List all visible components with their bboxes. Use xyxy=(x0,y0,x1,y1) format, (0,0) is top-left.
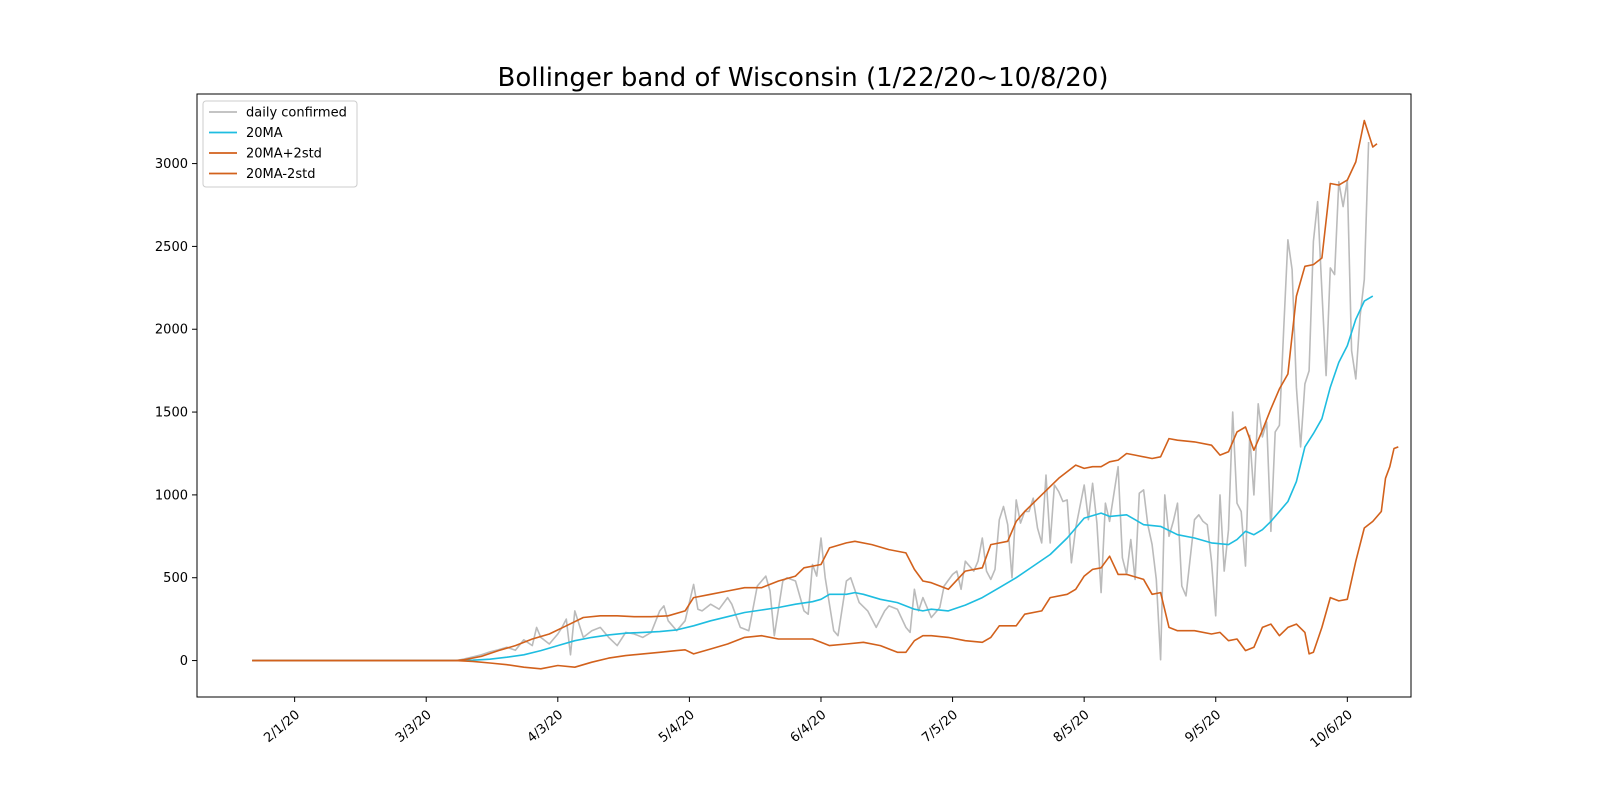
plot-lines xyxy=(252,119,1399,670)
y-tick-label: 2000 xyxy=(155,323,188,338)
legend-label: daily confirmed xyxy=(246,106,347,121)
y-tick-label: 2500 xyxy=(155,240,188,255)
y-tick-label: 1000 xyxy=(155,488,188,503)
y-tick-label: 0 xyxy=(180,654,188,669)
series-line-20ma xyxy=(252,295,1374,662)
legend-label: 20MA-2std xyxy=(246,167,315,182)
series-line-daily-confirmed xyxy=(252,141,1370,662)
plot-frame xyxy=(196,93,1412,698)
legend-label: 20MA+2std xyxy=(246,147,322,162)
y-axis: 0 500 1000 1500 2000 2500 3000 xyxy=(155,157,197,669)
series-line-20ma-2std xyxy=(252,446,1399,670)
y-tick-label: 500 xyxy=(163,571,188,586)
legend-label: 20MA xyxy=(246,126,283,141)
y-tick-label: 1500 xyxy=(155,406,188,421)
chart-title: Bollinger band of Wisconsin (1/22/20~10/… xyxy=(498,63,1109,93)
series-line-20ma-2std xyxy=(252,119,1378,662)
legend: daily confirmed 20MA 20MA+2std 20MA-2std xyxy=(202,100,358,188)
legend-box xyxy=(202,100,358,188)
y-tick-label: 3000 xyxy=(155,157,188,172)
